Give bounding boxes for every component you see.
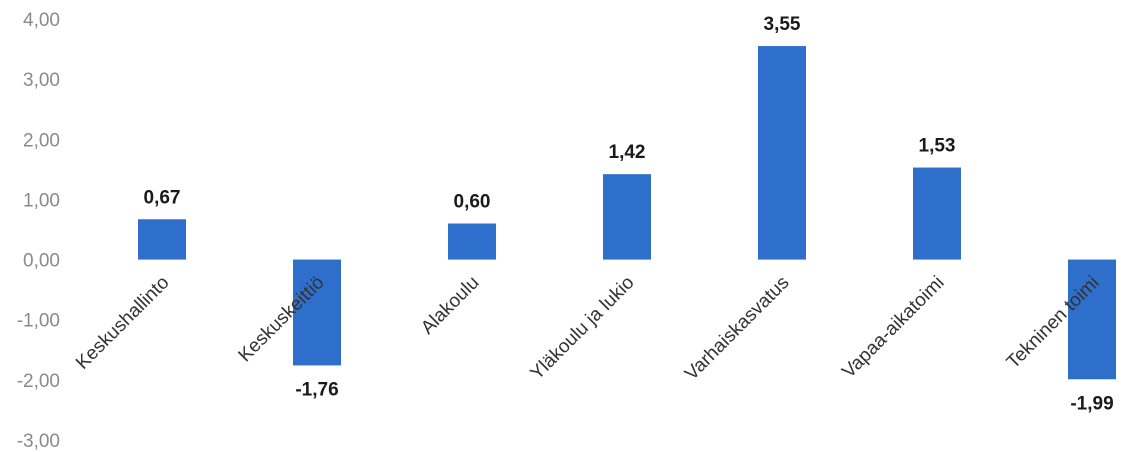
category-label: Alakoulu — [417, 272, 483, 338]
data-label: 1,53 — [919, 136, 956, 157]
data-label: 0,60 — [454, 191, 491, 212]
y-tick-label: -3,00 — [17, 431, 60, 452]
bars — [138, 46, 1116, 380]
y-tick-label: -2,00 — [17, 371, 60, 392]
bar — [293, 259, 341, 366]
y-tick-label: 0,00 — [23, 251, 60, 272]
data-label: -1,76 — [295, 379, 338, 400]
data-label: 3,55 — [764, 14, 801, 35]
data-label: 1,42 — [609, 142, 646, 163]
y-axis: 4,00 3,00 2,00 1,00 0,00 -1,00 -2,00 -3,00 — [17, 10, 60, 452]
category-labels: Keskushallinto Keskuskeittiö Alakoulu Yläko… — [72, 272, 1103, 384]
category-label: Keskushallinto — [72, 272, 173, 373]
y-tick-label: -1,00 — [17, 311, 60, 332]
data-label: 0,67 — [144, 187, 181, 208]
category-label: Varhaiskasvatus — [681, 272, 793, 384]
bar — [603, 174, 651, 260]
y-tick-label: 4,00 — [23, 10, 60, 31]
category-label: Yläkoulu ja lukio — [527, 272, 639, 384]
data-label: -1,99 — [1070, 393, 1113, 414]
y-tick-label: 1,00 — [23, 190, 60, 211]
bar — [913, 167, 961, 260]
y-tick-label: 3,00 — [23, 70, 60, 91]
bar — [758, 46, 806, 260]
category-label: Vapaa-aikatoimi — [838, 272, 948, 382]
data-labels: 0,67 -1,76 0,60 1,42 3,55 1,53 -1,99 — [144, 14, 1114, 414]
bar — [1068, 259, 1116, 380]
bar — [448, 223, 496, 260]
bar — [138, 219, 186, 260]
y-tick-label: 2,00 — [23, 130, 60, 151]
